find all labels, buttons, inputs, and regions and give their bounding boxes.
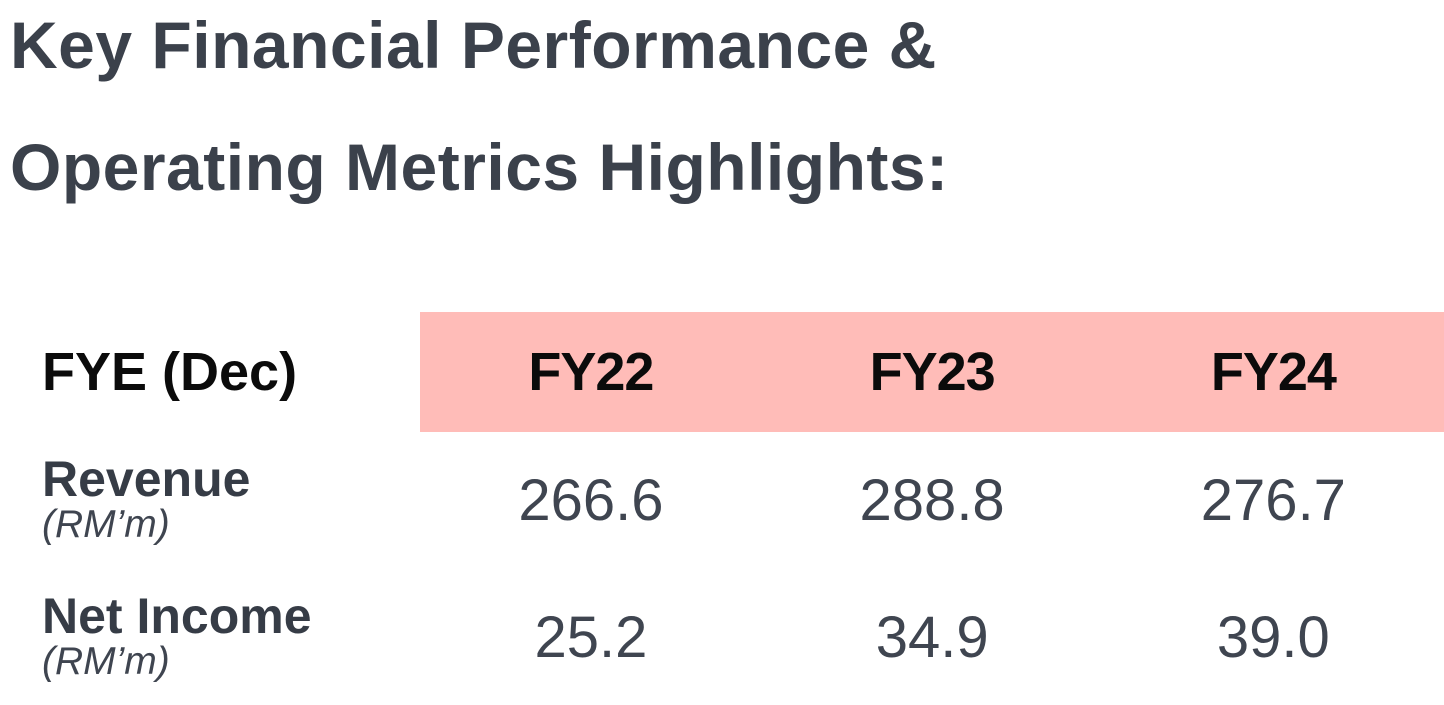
metric-label: Net Income [42,588,312,645]
header-cell-fy23: FY23 [761,312,1103,432]
row-header-net-income: Net Income (RM’m) [0,569,420,705]
header-cell-fy22: FY22 [420,312,762,432]
table-row-revenue: Revenue (RM’m) 266.6 288.8 276.7 [0,432,1444,569]
table-row-net-income: Net Income (RM’m) 25.2 34.9 39.0 [0,569,1444,705]
financial-metrics-table: FYE (Dec) FY22 FY23 FY24 Revenue (RM’m) … [0,312,1444,705]
metric-unit: (RM’m) [42,503,170,547]
metric-label: Revenue [42,451,251,508]
table-header-row: FYE (Dec) FY22 FY23 FY24 [0,312,1444,432]
page-title: Key Financial Performance & Operating Me… [10,8,949,205]
revenue-fy24-value: 276.7 [1200,468,1346,533]
row-header-revenue: Revenue (RM’m) [0,432,420,569]
header-cell-fye: FYE (Dec) [0,312,421,432]
net-income-fy24-value: 39.0 [1216,605,1330,670]
metric-unit: (RM’m) [42,640,170,684]
net-income-fy22-value: 25.2 [534,605,648,670]
net-income-fy23-value: 34.9 [875,605,989,670]
revenue-fy23-value: 288.8 [859,468,1005,533]
header-cell-fy24: FY24 [1102,312,1444,432]
revenue-fy22-value: 266.6 [518,468,664,533]
